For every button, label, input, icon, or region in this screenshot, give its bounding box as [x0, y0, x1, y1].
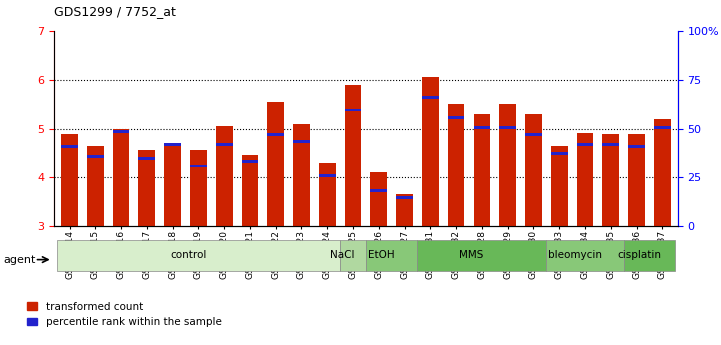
Bar	[448, 116, 464, 119]
Text: NaCl: NaCl	[330, 250, 355, 260]
Bar	[57, 240, 340, 271]
Bar	[547, 240, 624, 271]
Bar	[422, 96, 438, 99]
Bar	[474, 114, 490, 226]
Bar	[293, 124, 310, 226]
Bar	[525, 114, 541, 226]
Text: GDS1299 / 7752_at: GDS1299 / 7752_at	[54, 5, 176, 18]
Bar	[164, 144, 181, 226]
Bar	[216, 142, 233, 146]
Bar	[628, 145, 645, 148]
Bar	[164, 142, 181, 146]
Bar	[87, 146, 104, 226]
Text: cisplatin: cisplatin	[617, 250, 661, 260]
Bar	[577, 134, 593, 226]
Bar	[602, 134, 619, 226]
Bar	[87, 155, 104, 158]
Bar	[267, 102, 284, 226]
Bar	[371, 172, 387, 226]
Bar	[396, 194, 413, 226]
Bar	[422, 77, 438, 226]
Bar	[61, 134, 78, 226]
Bar	[319, 174, 336, 177]
Bar	[242, 160, 258, 162]
Bar	[654, 126, 671, 129]
Text: EtOH: EtOH	[368, 250, 394, 260]
Bar	[61, 145, 78, 148]
Bar	[624, 240, 675, 271]
Text: control: control	[170, 250, 206, 260]
Bar	[366, 240, 417, 271]
Text: MMS: MMS	[459, 250, 484, 260]
Bar	[340, 240, 366, 271]
Bar	[499, 104, 516, 226]
Bar	[112, 128, 130, 226]
Bar	[138, 157, 155, 160]
Bar	[293, 140, 310, 143]
Bar	[345, 85, 361, 226]
Bar	[112, 130, 130, 134]
Bar	[190, 165, 207, 168]
Bar	[448, 104, 464, 226]
Bar	[345, 109, 361, 111]
Text: agent: agent	[4, 256, 36, 265]
Bar	[242, 155, 258, 226]
Bar	[654, 119, 671, 226]
Bar	[216, 126, 233, 226]
Legend: transformed count, percentile rank within the sample: transformed count, percentile rank withi…	[27, 302, 221, 327]
Bar	[417, 240, 547, 271]
Bar	[602, 142, 619, 146]
Bar	[267, 133, 284, 136]
Bar	[577, 142, 593, 146]
Bar	[319, 162, 336, 226]
Bar	[551, 152, 567, 155]
Bar	[551, 146, 567, 226]
Bar	[371, 189, 387, 192]
Bar	[525, 133, 541, 136]
Bar	[138, 150, 155, 226]
Bar	[396, 196, 413, 199]
Bar	[190, 150, 207, 226]
Bar	[628, 134, 645, 226]
Bar	[499, 126, 516, 129]
Text: bleomycin: bleomycin	[548, 250, 601, 260]
Bar	[474, 126, 490, 129]
